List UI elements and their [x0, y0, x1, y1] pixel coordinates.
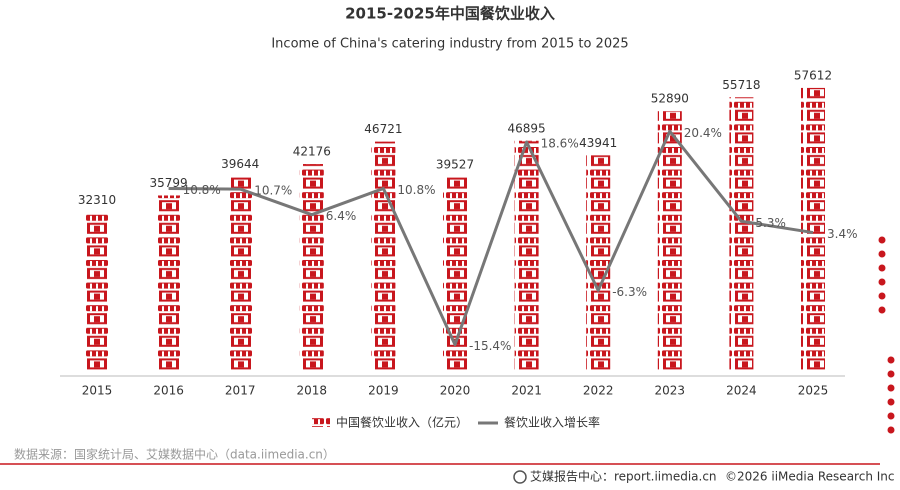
x-tick-label: 2021 [511, 384, 542, 398]
x-tick-label: 2023 [655, 384, 686, 398]
x-tick-label: 2022 [583, 384, 614, 398]
chart-subtitle: Income of China's catering industry from… [271, 37, 628, 52]
bar [443, 177, 467, 372]
value-label: 39644 [221, 157, 259, 171]
growth-label: 20.4% [684, 126, 722, 140]
x-tick-label: 2024 [726, 384, 757, 398]
value-label: 43941 [579, 136, 617, 150]
growth-line [168, 129, 814, 347]
value-label: 52890 [651, 92, 689, 106]
growth-label: 18.6% [541, 137, 579, 151]
bar [514, 140, 539, 372]
decor-dots [878, 236, 895, 434]
bar [156, 195, 181, 372]
footer-site: 艾媒报告中心：report.iimedia.cn [530, 469, 717, 484]
bar [657, 111, 682, 373]
value-label: 46721 [364, 122, 402, 136]
value-label: 55718 [722, 78, 760, 92]
value-label: 46895 [508, 121, 546, 135]
growth-label: 3.4% [827, 227, 858, 241]
bar [299, 164, 324, 372]
bar [228, 176, 253, 372]
value-label: 39527 [436, 158, 474, 172]
copyright: ©2026 iiMedia Research Inc [725, 470, 894, 484]
x-tick-label: 2018 [297, 384, 328, 398]
x-tick-label: 2017 [225, 384, 256, 398]
value-label: 32310 [78, 193, 116, 207]
value-label: 42176 [293, 145, 331, 159]
footer-icon [513, 470, 527, 484]
value-label: 35799 [150, 176, 188, 190]
legend-swatch [312, 417, 330, 427]
growth-label: 10.8% [183, 183, 221, 197]
source: 数据来源：国家统计局、艾媒数据中心（data.iimedia.cn） [14, 447, 335, 462]
value-label: 57612 [794, 68, 832, 82]
growth-label: 10.8% [397, 183, 435, 197]
growth-label: 6.4% [326, 209, 357, 223]
growth-label: 10.7% [254, 184, 292, 198]
legend-label: 餐饮业收入增长率 [504, 415, 600, 430]
x-tick-label: 2015 [82, 384, 113, 398]
growth-label: -6.3% [612, 285, 647, 299]
bar [729, 97, 754, 372]
chart-title: 2015-2025年中国餐饮业收入 [345, 5, 555, 23]
bar [586, 155, 611, 372]
x-tick-label: 2019 [368, 384, 399, 398]
x-tick-label: 2020 [440, 384, 471, 398]
legend-label: 中国餐饮业收入（亿元） [336, 415, 468, 430]
x-tick-label: 2025 [798, 384, 829, 398]
bar [371, 141, 396, 372]
growth-label: 5.3% [755, 216, 786, 230]
bar [85, 212, 109, 372]
x-tick-label: 2016 [153, 384, 184, 398]
growth-label: -15.4% [469, 339, 511, 353]
